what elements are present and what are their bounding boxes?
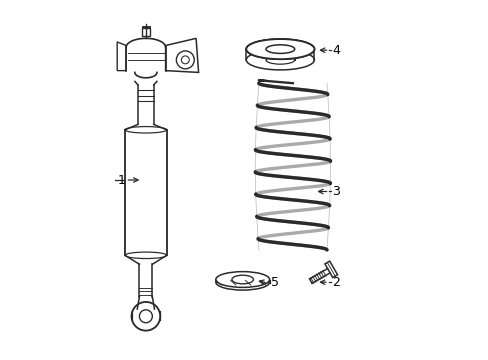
Ellipse shape <box>215 272 269 287</box>
Polygon shape <box>324 261 337 278</box>
Bar <box>142 28 149 36</box>
Text: 3: 3 <box>332 185 340 198</box>
Text: 1: 1 <box>117 174 125 186</box>
Text: 5: 5 <box>271 276 279 289</box>
Text: 4: 4 <box>332 44 340 57</box>
Text: 2: 2 <box>332 276 340 289</box>
Ellipse shape <box>231 275 253 284</box>
Ellipse shape <box>246 39 314 59</box>
